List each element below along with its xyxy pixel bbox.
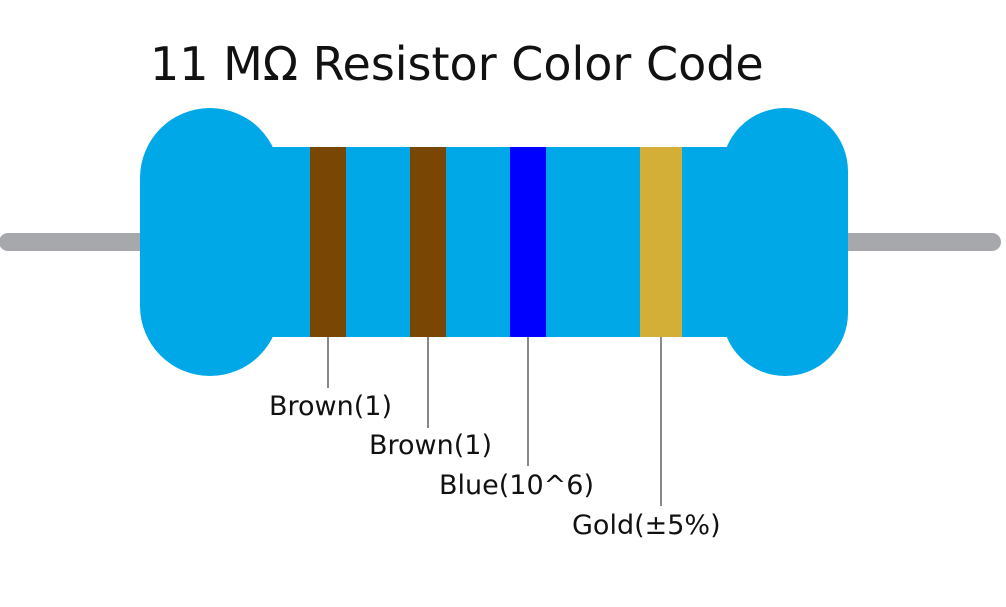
band-3-label: Blue(10^6): [439, 470, 594, 501]
resistor-body: [140, 108, 848, 376]
band-1: [310, 147, 346, 337]
band-1-label: Brown(1): [269, 391, 392, 422]
band-4-label: Gold(±5%): [572, 510, 721, 541]
band-2: [410, 147, 446, 337]
page-title: 11 MΩ Resistor Color Code: [150, 37, 764, 91]
band-4: [640, 147, 682, 337]
band-2-label: Brown(1): [369, 430, 492, 461]
band-3: [510, 147, 546, 337]
